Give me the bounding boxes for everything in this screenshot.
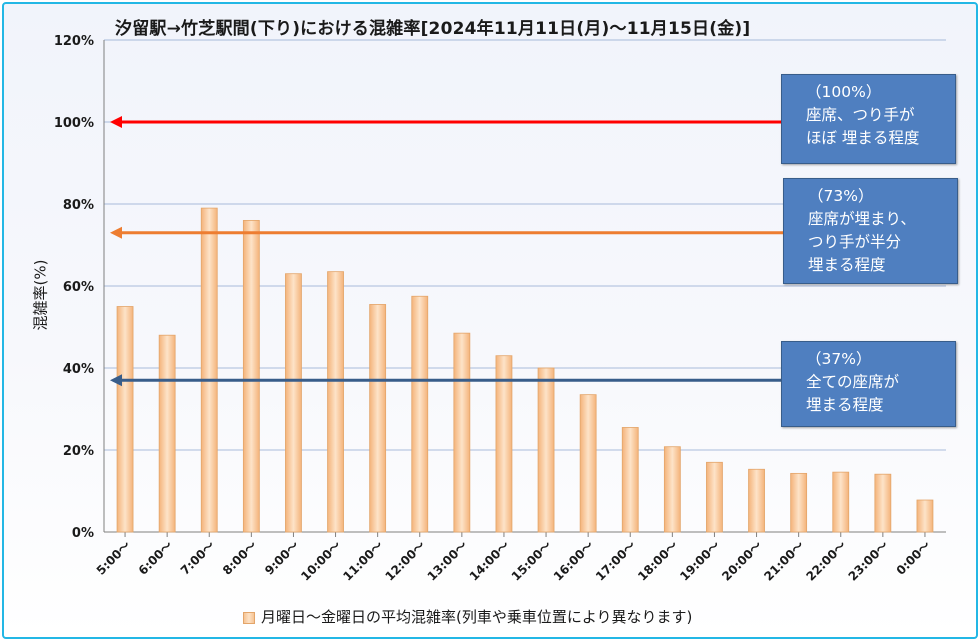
bar [495, 355, 513, 533]
bar [832, 471, 850, 533]
reference-arrowhead [110, 116, 122, 128]
bar [663, 446, 681, 533]
x-tick-label: 21:00～ [761, 538, 806, 583]
y-tick-label: 40% [63, 362, 94, 377]
reference-arrowhead [110, 226, 122, 239]
y-tick-label: 80% [63, 198, 94, 213]
x-tick-label: 7:00～ [178, 538, 217, 577]
x-tick-label: 14:00～ [467, 538, 512, 583]
annotation-line: ほぼ 埋まる程度 [806, 129, 920, 147]
bar [537, 367, 555, 533]
bar [453, 332, 471, 533]
x-tick-label: 17:00～ [593, 538, 638, 583]
reference-arrowhead [110, 374, 122, 387]
annotation-100-percent: （100%） 座席、つり手が ほぼ 埋まる程度 [781, 74, 956, 164]
bar [158, 334, 176, 533]
y-tick-label: 0% [72, 526, 94, 541]
y-tick-label: 120% [54, 34, 94, 49]
x-tick-label: 10:00～ [298, 538, 343, 583]
bar [327, 271, 344, 533]
bar [621, 427, 639, 533]
x-tick-label: 0:00～ [894, 538, 933, 577]
x-tick-label: 20:00～ [719, 538, 764, 583]
x-tick-label: 5:00～ [94, 538, 133, 577]
y-tick-label: 20% [63, 444, 94, 459]
y-tick-labels: 0% 20% 40% 60% 80% 100% 120% [54, 34, 94, 541]
x-tick-label: 9:00～ [262, 538, 301, 577]
x-tick-label: 6:00～ [136, 538, 175, 577]
y-tick-label: 60% [63, 280, 94, 295]
bar [285, 273, 302, 533]
bar [874, 473, 892, 533]
bar [748, 468, 765, 533]
annotation-line: 座席が埋まり、 [808, 210, 916, 228]
annotation-line: （73%） [808, 187, 874, 205]
x-tick-label: 22:00～ [803, 538, 848, 583]
annotation-line: つり手が半分 [808, 233, 902, 251]
annotation-37-percent: （37%） 全ての座席が 埋まる程度 [781, 341, 956, 427]
x-tick-label: 16:00～ [551, 538, 596, 583]
bar [369, 304, 387, 533]
x-tick-label: 23:00～ [846, 538, 891, 583]
bar [790, 472, 808, 533]
legend-label: 月曜日～金曜日の平均混雑率(列車や乗車位置により異なります) [261, 608, 693, 626]
x-tick-label: 11:00～ [340, 538, 385, 583]
bars [116, 207, 934, 533]
annotation-line: 埋まる程度 [808, 256, 886, 274]
bar [242, 219, 260, 533]
annotation-line: （100%） [806, 83, 882, 101]
bar [411, 295, 429, 533]
annotation-line: （37%） [806, 350, 872, 368]
bar [200, 207, 218, 533]
annotation-line: 埋まる程度 [806, 396, 884, 414]
x-tick-label: 12:00～ [382, 538, 427, 583]
bar [116, 306, 134, 533]
y-tick-label: 100% [54, 116, 94, 131]
annotation-73-percent: （73%） 座席が埋まり、 つり手が半分 埋まる程度 [783, 178, 958, 284]
x-tick-label: 18:00～ [635, 538, 680, 583]
reference-lines [110, 116, 783, 387]
annotation-line: 全ての座席が [806, 373, 900, 391]
x-tick-label: 13:00～ [425, 538, 470, 583]
x-tick-label: 8:00～ [220, 538, 259, 577]
bar [706, 461, 723, 533]
bar [916, 499, 934, 533]
legend: 月曜日～金曜日の平均混雑率(列車や乗車位置により異なります) [243, 606, 692, 627]
x-tick-label: 15:00～ [509, 538, 554, 583]
x-tick-labels: 5:00～ 6:00～ 7:00～ 8:00～ 9:00～10:00～11:00～12:… [94, 538, 933, 583]
bar [579, 394, 597, 533]
legend-swatch [243, 611, 255, 624]
annotation-line: 座席、つり手が [806, 106, 915, 124]
x-tick-label: 19:00～ [677, 538, 722, 583]
chart-title: 汐留駅→竹芝駅間(下り)における混雑率[2024年11月11日(月)～11月15… [115, 19, 751, 39]
